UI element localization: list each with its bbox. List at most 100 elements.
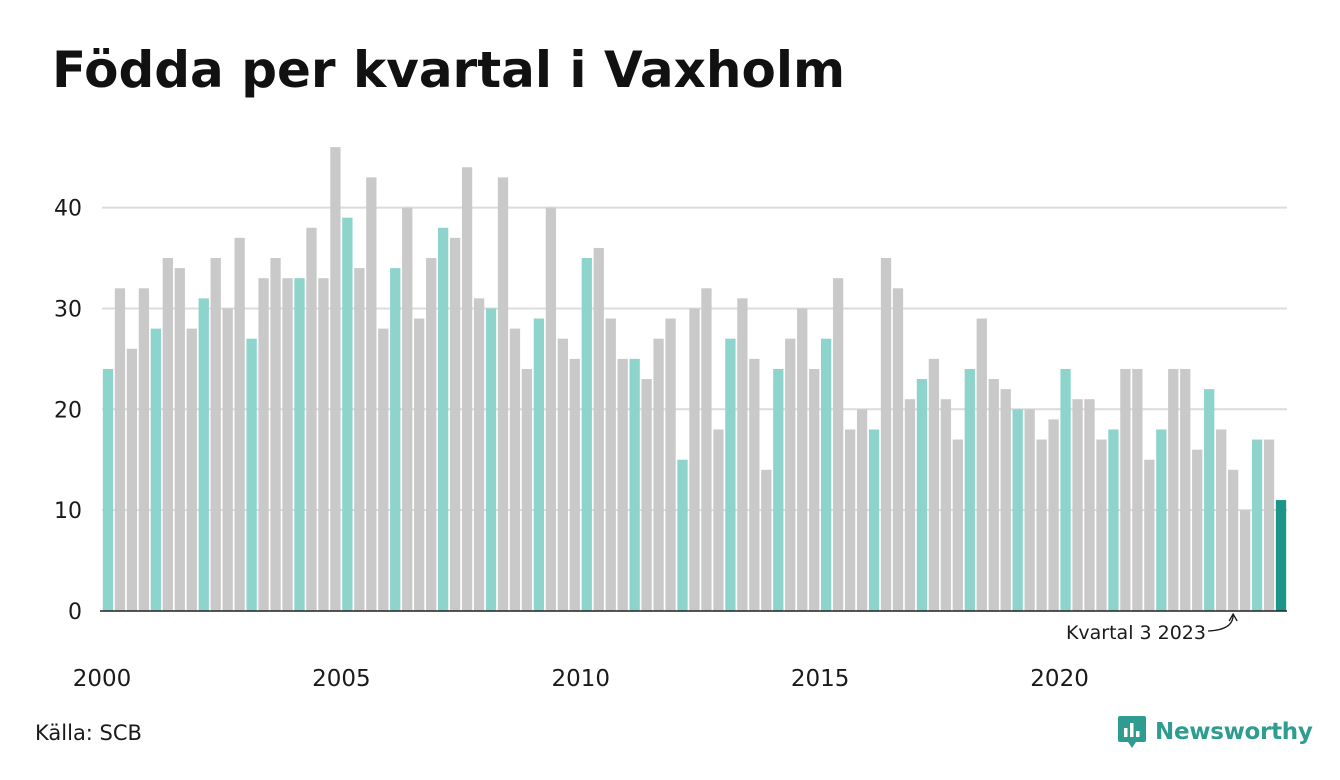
bar <box>318 278 329 611</box>
bar <box>916 379 928 611</box>
brand-name: Newsworthy <box>1155 719 1313 745</box>
bar <box>904 399 916 611</box>
bar <box>821 338 832 611</box>
bar <box>509 328 521 611</box>
annotation-label: Kvartal 3 2023 <box>1066 622 1206 644</box>
bar <box>832 278 844 611</box>
y-axis-tick-labels: 0 10 20 30 40 <box>54 197 82 625</box>
bar <box>1132 368 1143 611</box>
bar <box>665 318 676 611</box>
bar <box>868 429 880 611</box>
bar <box>1263 439 1275 611</box>
bar <box>1036 439 1047 611</box>
source-note: Källa: SCB <box>35 721 142 745</box>
bar <box>557 338 568 611</box>
bar <box>210 258 221 611</box>
bar <box>892 288 904 611</box>
bar <box>1108 429 1119 611</box>
bar <box>545 207 557 611</box>
x-tick-label: 2015 <box>791 666 850 692</box>
bar <box>258 278 269 611</box>
annotation: Kvartal 3 2023 <box>1066 612 1238 644</box>
annotation-arrow <box>1207 614 1234 632</box>
bar <box>988 379 999 611</box>
bar <box>1204 389 1215 611</box>
x-tick-label: 2000 <box>73 666 132 692</box>
bar <box>378 328 389 611</box>
bar <box>437 227 449 611</box>
bar <box>1168 368 1179 611</box>
bar <box>1192 449 1203 611</box>
bar <box>952 439 963 611</box>
bar <box>785 338 796 611</box>
x-tick-label: 2005 <box>312 666 371 692</box>
bar <box>737 298 748 611</box>
bar <box>581 258 592 611</box>
bar <box>1096 439 1107 611</box>
bar <box>126 348 138 611</box>
y-tick-label: 20 <box>54 398 82 423</box>
bar <box>1120 368 1131 611</box>
bar <box>102 368 114 611</box>
bar <box>964 368 975 611</box>
bar <box>234 237 245 611</box>
bar <box>330 147 341 611</box>
bar <box>1012 409 1023 611</box>
bar <box>114 288 126 611</box>
bar <box>689 308 700 611</box>
bar <box>593 247 604 611</box>
bar <box>1072 399 1083 611</box>
bar <box>617 358 628 611</box>
bar <box>174 268 185 611</box>
bar <box>186 328 197 611</box>
bar <box>414 318 425 611</box>
bar <box>198 298 209 611</box>
bar <box>390 268 401 611</box>
bar <box>138 288 150 611</box>
bar <box>1156 429 1167 611</box>
bars <box>102 147 1287 611</box>
bar <box>1180 368 1191 611</box>
bar <box>940 399 952 611</box>
bar <box>366 177 377 611</box>
bar <box>773 368 784 611</box>
bar <box>1251 439 1263 611</box>
bar <box>426 258 437 611</box>
bar <box>354 268 365 611</box>
bar <box>1048 419 1059 611</box>
bar <box>725 338 736 611</box>
bar <box>629 358 640 611</box>
bar <box>1144 459 1155 611</box>
bar <box>1000 389 1011 611</box>
bar <box>713 429 724 611</box>
bar <box>1216 429 1227 611</box>
x-tick-label: 2020 <box>1030 666 1089 692</box>
bar <box>473 298 485 611</box>
bar <box>761 469 772 611</box>
bar <box>856 409 868 611</box>
bar <box>1227 469 1239 611</box>
bar <box>521 368 533 611</box>
bar <box>844 429 856 611</box>
bar <box>461 167 473 611</box>
bar <box>497 177 509 611</box>
bar <box>1084 399 1095 611</box>
bar <box>294 278 305 611</box>
bar <box>1060 368 1071 611</box>
bar <box>641 379 652 611</box>
bar <box>653 338 664 611</box>
bar <box>449 237 461 611</box>
bar <box>605 318 616 611</box>
bar <box>270 258 281 611</box>
bar <box>749 358 760 611</box>
annotation-arrowhead <box>1228 612 1238 622</box>
x-tick-label: 2010 <box>552 666 611 692</box>
bar <box>162 258 173 611</box>
bar <box>282 278 293 611</box>
bar <box>928 358 940 611</box>
chart-title: Födda per kvartal i Vaxholm <box>52 41 846 99</box>
y-tick-label: 40 <box>54 197 82 222</box>
bar <box>1275 500 1287 611</box>
bar <box>150 328 162 611</box>
brand-logo: Newsworthy <box>1117 712 1313 752</box>
